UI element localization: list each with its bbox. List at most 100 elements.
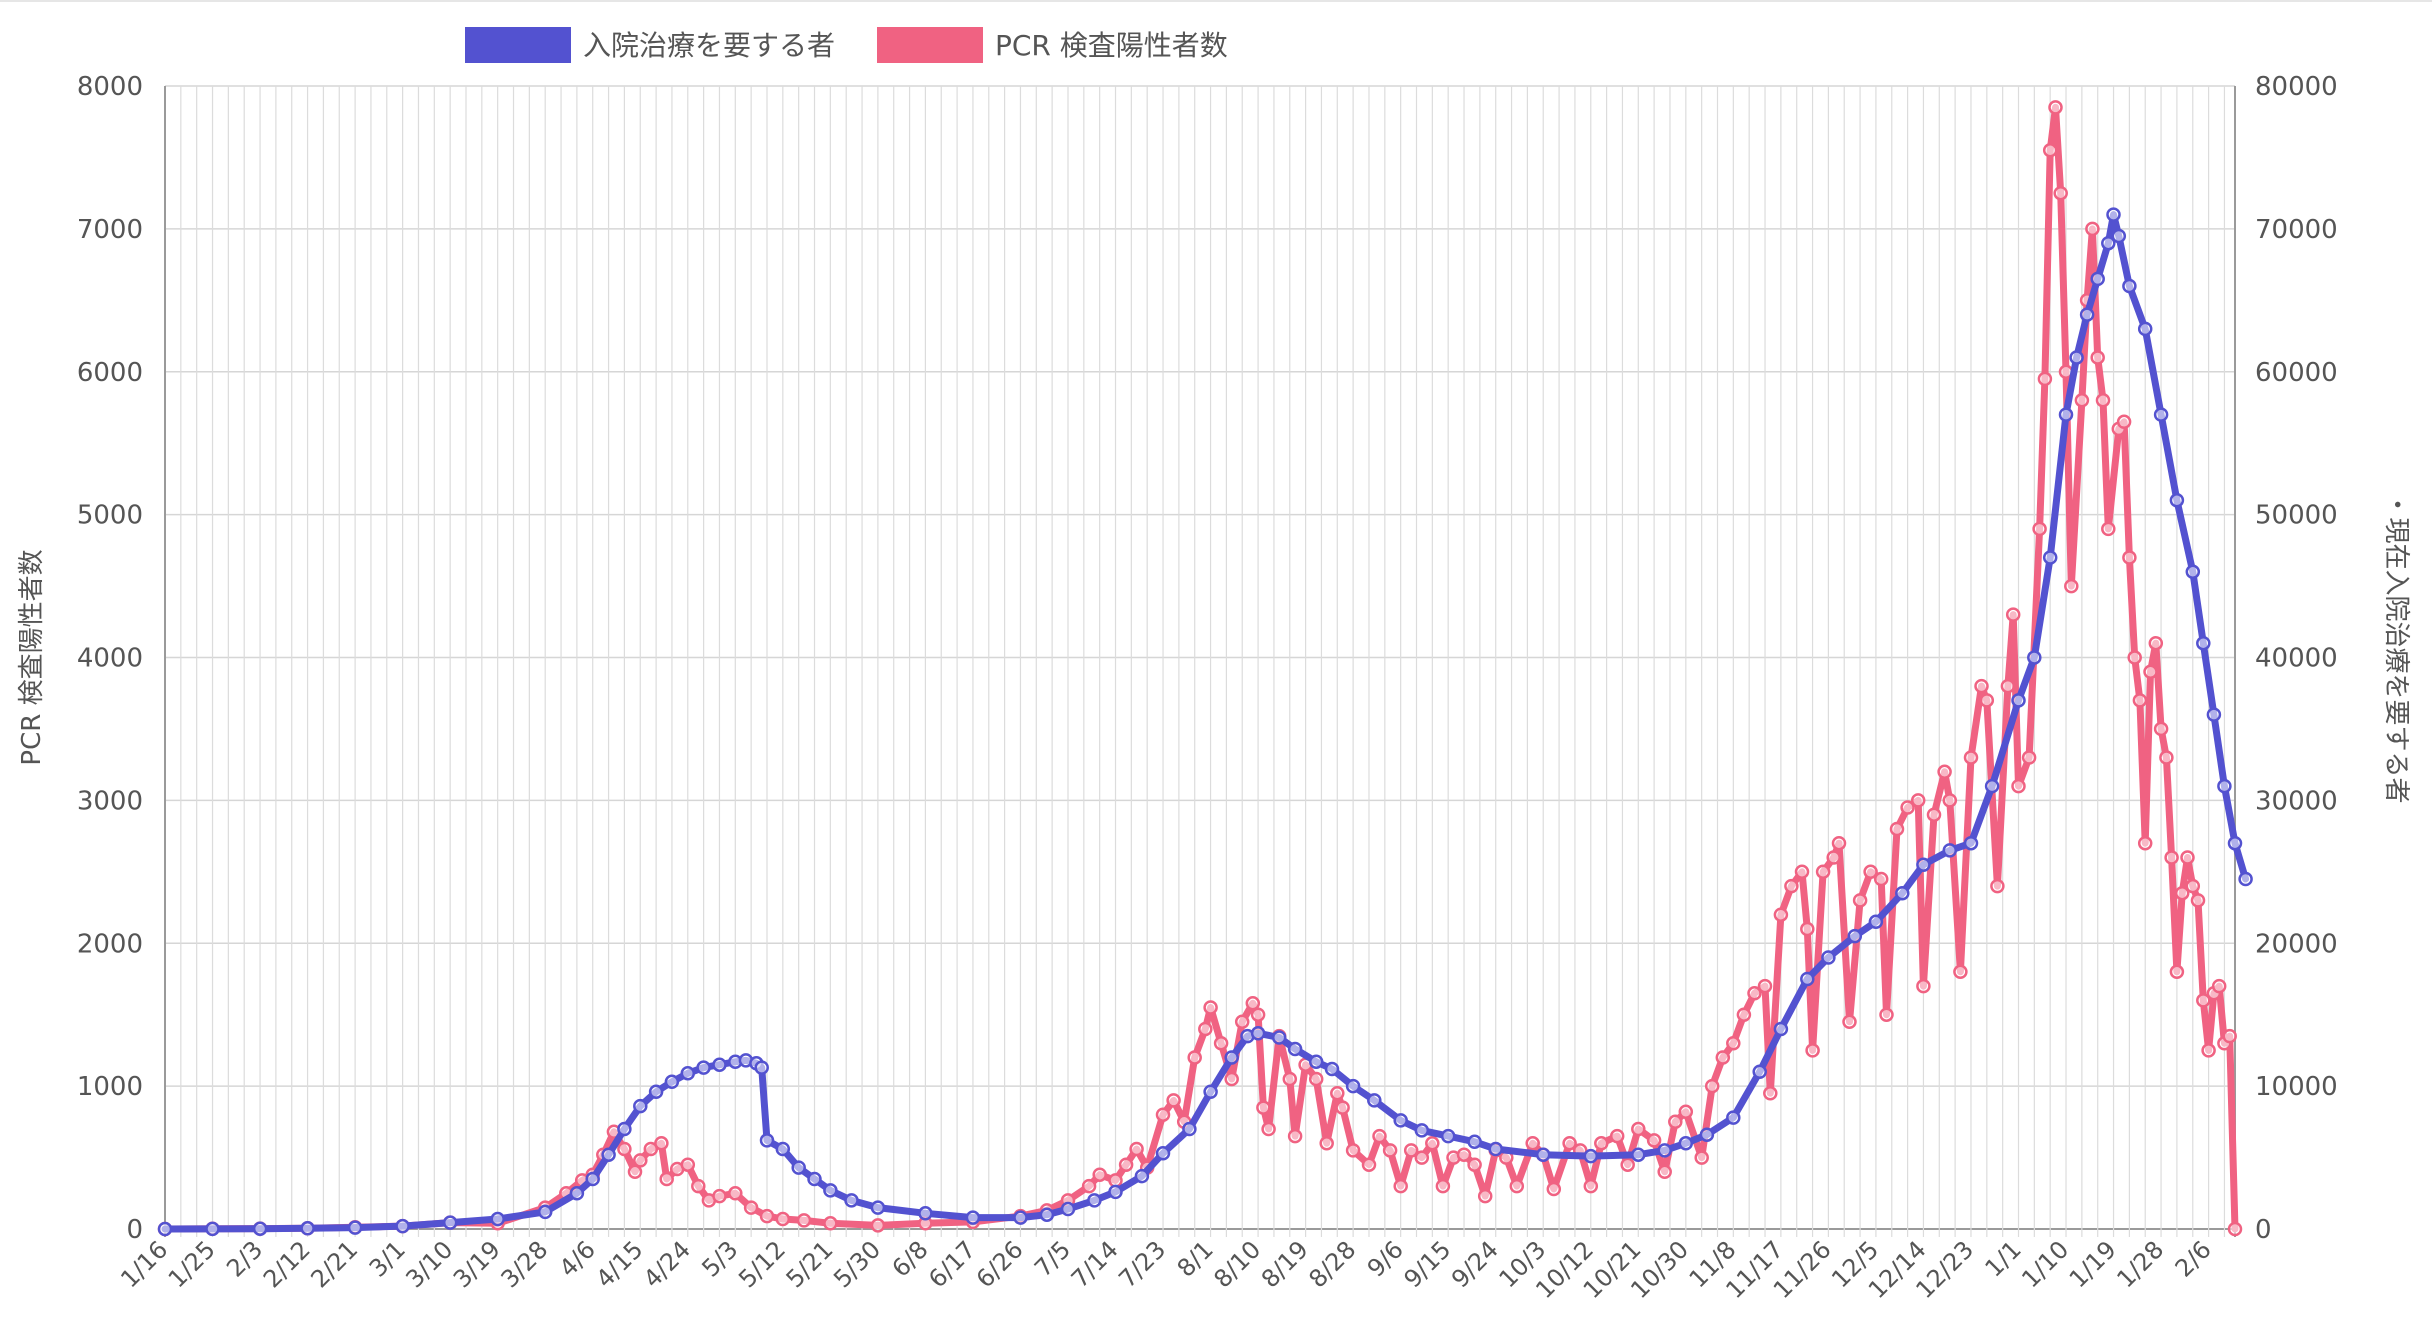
legend-entry[interactable]: PCR 検査陽性者数 [877,27,1228,63]
data-point [2164,850,2179,865]
x-tick-label: 3/10 [400,1235,458,1293]
data-point [2196,993,2211,1008]
data-point [2159,750,2174,765]
data-point [2085,221,2100,237]
data-point [1308,1071,1324,1087]
data-point [1657,1164,1672,1180]
legend[interactable]: 入院治療を要する者 PCR 検査陽性者数 [465,27,1228,63]
y-right-tick-label: 30000 [2255,786,2338,816]
data-point [2227,835,2243,851]
data-point [1694,1150,1709,1165]
data-point [2069,350,2084,365]
data-point [2011,778,2026,794]
y-right-tick-label: 10000 [2255,1072,2338,1102]
data-point [1403,1143,1419,1158]
data-point [585,1171,600,1187]
legend-label: PCR 検査陽性者数 [995,29,1228,62]
data-point [633,1098,648,1114]
data-point [1847,928,1863,944]
data-point [680,1066,696,1081]
data-point [643,1141,659,1157]
data-point [680,1157,696,1172]
data-point [1414,1150,1430,1165]
data-point [2180,850,2195,865]
x-tick-label: 5/30 [828,1235,886,1293]
data-point [1456,1147,1472,1162]
data-point [743,1200,759,1215]
data-point [1287,1041,1303,1057]
y-left-tick-label: 8000 [77,72,143,102]
data-point [1425,1136,1440,1151]
data-point [537,1204,553,1220]
data-point [2058,407,2074,422]
data-point [1726,1036,1741,1051]
data-point [157,1221,173,1237]
data-point [2196,635,2211,651]
data-point [1773,1021,1789,1037]
x-tick-label: 3/19 [448,1235,506,1293]
data-point [1631,1147,1646,1162]
legend-entry[interactable]: 入院治療を要する者 [465,27,835,63]
x-tick-label: 1/28 [2111,1235,2169,1293]
data-point [2021,750,2037,765]
data-point [1182,1121,1197,1137]
data-point [691,1178,706,1194]
data-point [2238,871,2253,887]
legend-label: 入院治療を要する者 [583,29,835,62]
data-point [1937,764,1952,780]
data-point [654,1136,669,1151]
data-point [1800,921,1815,937]
y-right-tick-label: 70000 [2255,215,2338,245]
y-left-tick-label: 1000 [77,1072,143,1102]
data-point [1910,793,1926,808]
data-point [1763,1086,1778,1101]
data-point [300,1221,315,1236]
data-point [2185,878,2201,894]
data-point [1678,1104,1694,1120]
data-point [1646,1133,1662,1148]
data-point [1092,1167,1107,1182]
x-tick-label: 2/6 [2170,1235,2217,1282]
data-point [2000,678,2016,694]
y-right-tick-label: 0 [2255,1215,2272,1245]
data-point [2153,721,2169,737]
y-left-tick-label: 7000 [77,215,143,245]
data-point [1916,978,1931,994]
top-border [0,0,2432,2]
data-point [1282,1071,1298,1087]
data-point [2090,350,2105,365]
data-point [1213,1036,1229,1051]
data-point [2122,278,2137,294]
data-point [1118,1157,1134,1172]
data-point [627,1164,643,1180]
data-point [2037,371,2053,387]
data-point [1953,964,1968,980]
data-point [712,1057,727,1072]
data-point [775,1141,791,1157]
data-point [1926,807,1942,822]
data-point [395,1218,410,1234]
data-point [754,1060,769,1075]
data-point [759,1133,775,1148]
data-point [1440,1128,1456,1144]
data-point [1134,1168,1150,1184]
y-left-tick-label: 4000 [77,644,143,674]
x-tick-label: 1/16 [115,1235,173,1293]
data-point [490,1211,505,1227]
data-point [2127,650,2142,665]
data-point [1393,1178,1408,1194]
x-tick-label: 5/21 [781,1235,839,1293]
data-point [1467,1157,1482,1172]
data-point [1488,1141,1503,1157]
y-left-tick-label: 2000 [77,929,143,959]
y-right-tick-label: 50000 [2255,501,2338,531]
data-point [1784,878,1799,894]
data-point [1974,678,1989,694]
data-point [1678,1136,1694,1151]
data-point [2169,493,2185,508]
data-point [1852,893,1868,908]
x-tick-label: 7/23 [1113,1235,1171,1293]
data-point [2137,321,2153,337]
data-point [2169,964,2185,980]
